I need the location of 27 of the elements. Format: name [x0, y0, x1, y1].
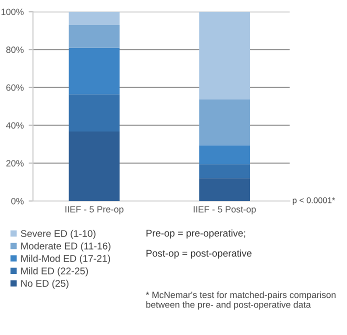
legend-label: Moderate ED (11-16)	[21, 242, 110, 252]
text: * McNemar's test for matched-pairs comparison between the pre- and post-operative data	[146, 291, 336, 310]
bar	[68, 94, 120, 132]
bar	[68, 48, 120, 94]
y-tick-label: 60%	[6, 84, 24, 91]
bar	[199, 164, 250, 178]
bar	[68, 132, 120, 201]
bar	[199, 100, 250, 146]
legend-label: No ED (25)	[21, 280, 68, 289]
bar	[199, 12, 250, 100]
bar	[68, 12, 120, 25]
legend-label: Mild-Mod ED (17-21)	[21, 254, 110, 264]
x-tick-label: IIEF - 5 Pre-op	[65, 206, 124, 214]
bar	[68, 24, 120, 48]
legend-label: Severe ED (1-10)	[20, 230, 96, 239]
y-tick-label: 80%	[6, 46, 24, 53]
y-tick-label: 40%	[6, 122, 24, 129]
legend-label: Mild ED (22-25)	[21, 267, 88, 276]
text: Pre-op = pre-operative;	[146, 229, 246, 239]
y-tick-label: 100%	[2, 8, 24, 16]
y-tick-label: 20%	[6, 160, 24, 167]
x-tick-label: IIEF - 5 Post-op	[194, 206, 256, 214]
text: p < 0.0001*	[292, 197, 336, 205]
text: Post-op = post-operative	[146, 250, 252, 259]
bar	[199, 178, 250, 201]
bar	[199, 145, 250, 164]
y-tick-label: 0%	[11, 198, 24, 204]
